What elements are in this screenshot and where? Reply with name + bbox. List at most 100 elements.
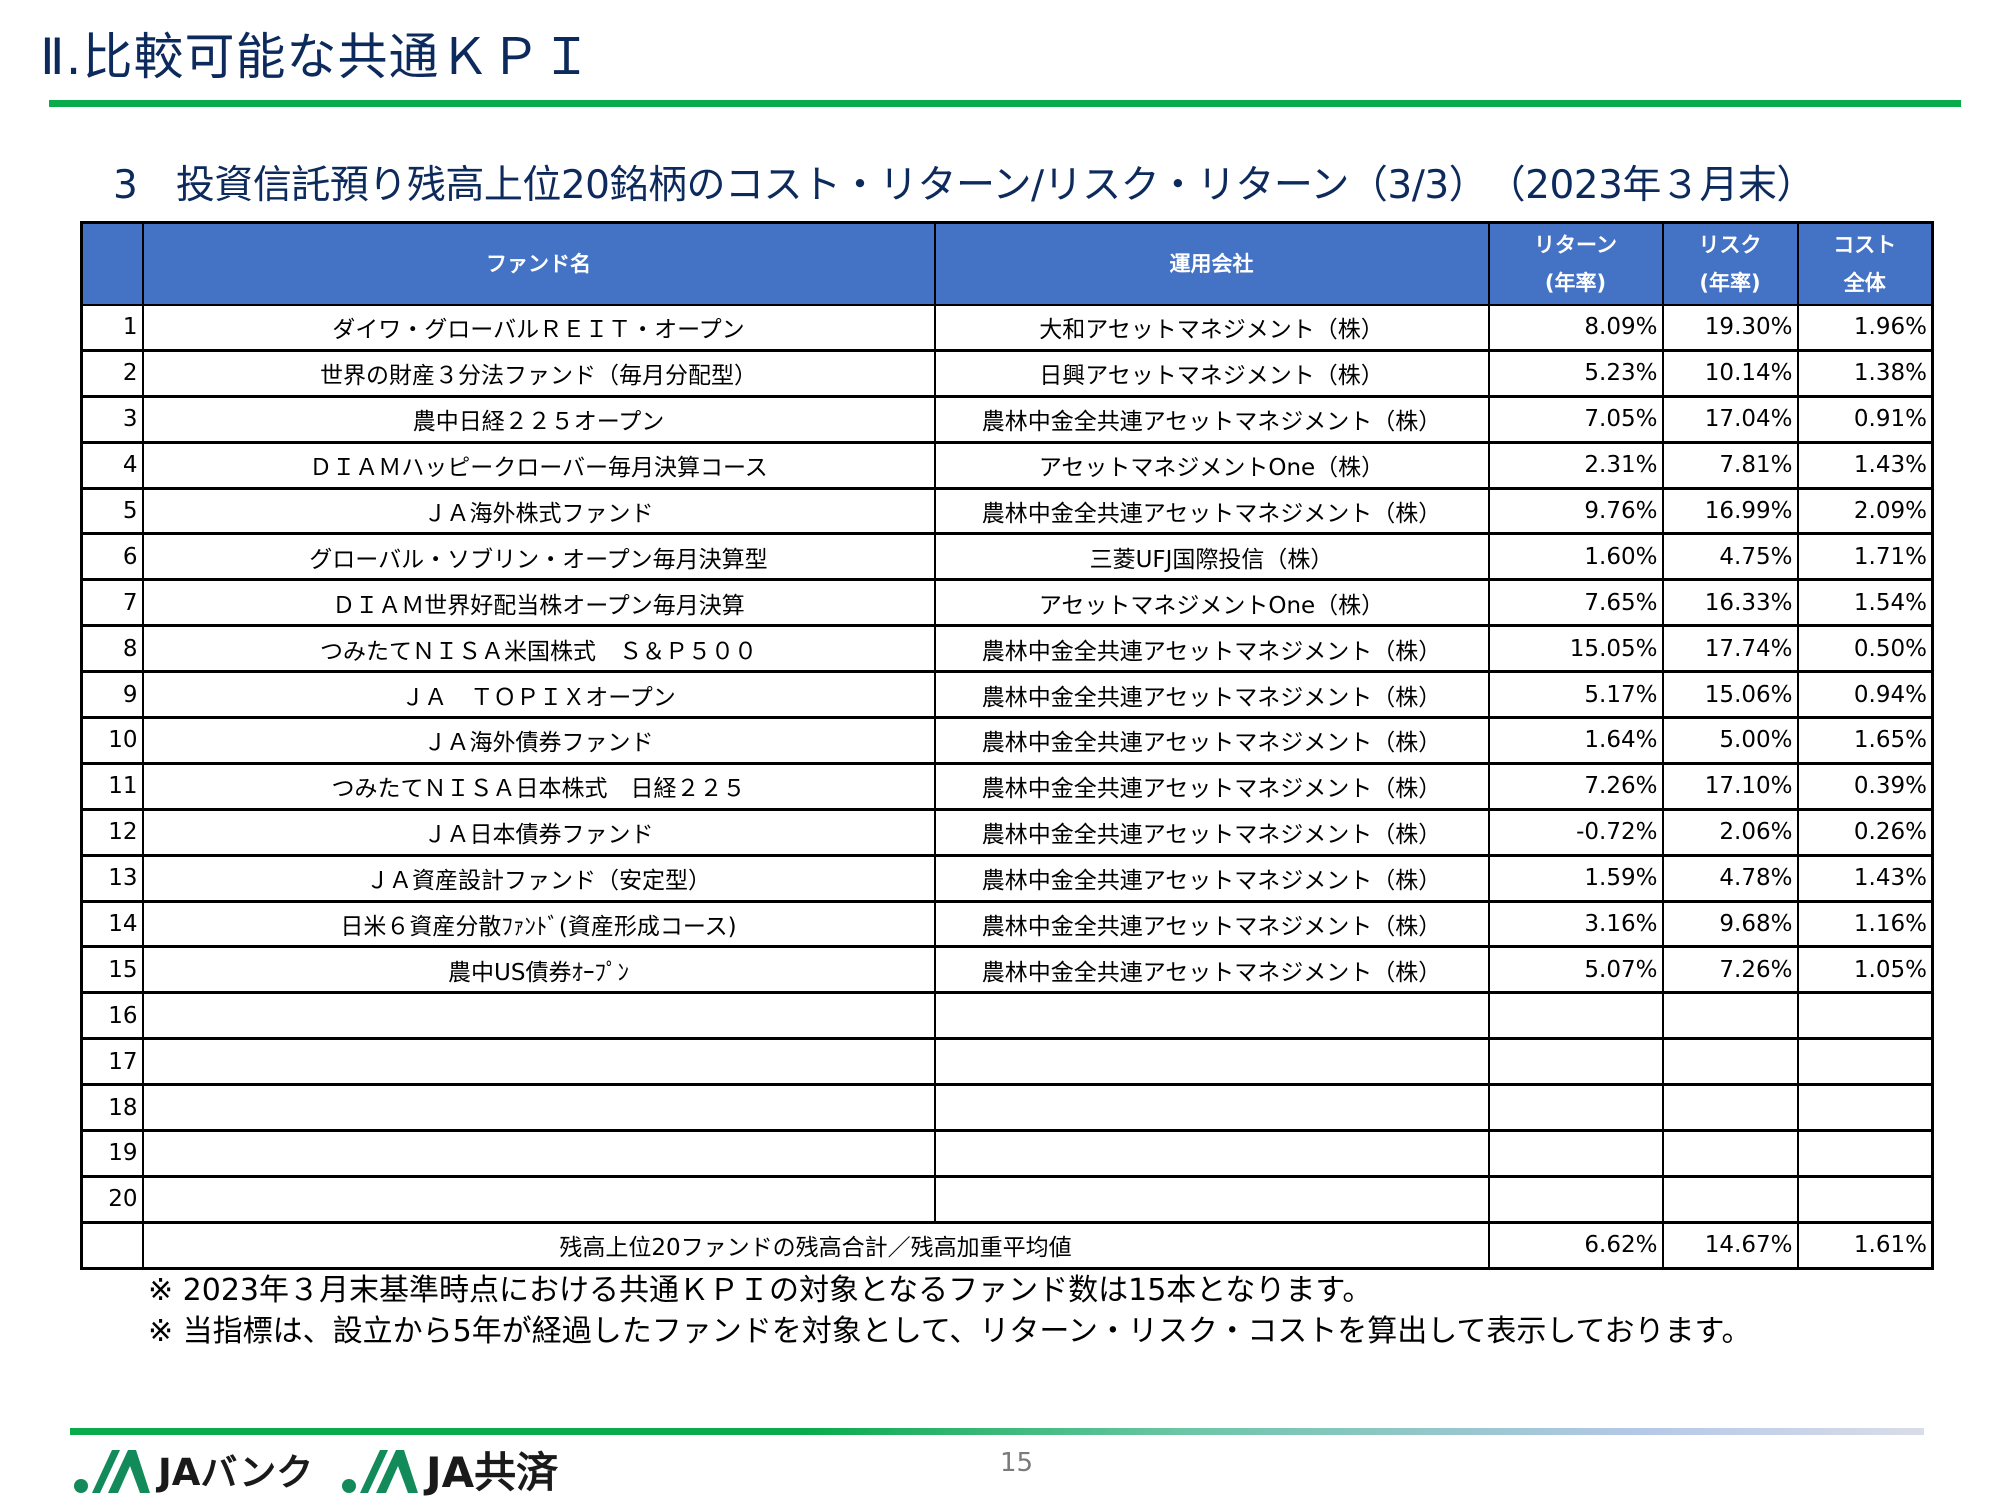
management-company: 農林中金全共連アセットマネジメント（株） <box>933 395 1490 444</box>
header-risk-sub: (年率) <box>1699 270 1761 295</box>
return-value <box>1487 1175 1664 1224</box>
fund-name: 世界の財産３分法ファンド（毎月分配型） <box>141 349 936 398</box>
return-value: 1.64% <box>1487 716 1664 765</box>
table-row: 17 <box>80 1037 1934 1087</box>
table-header-row: ファンド名 運用会社 リターン (年率) リスク (年率) コスト 全体 <box>80 221 1934 306</box>
row-number: 12 <box>80 808 144 857</box>
ja-mark-icon <box>74 1450 150 1493</box>
management-company: 農林中金全共連アセットマネジメント（株） <box>933 487 1490 536</box>
risk-value: 5.00% <box>1661 716 1799 765</box>
fund-name: ＤＩＡＭハッピークローバー毎月決算コース <box>141 441 936 490</box>
return-value: 5.07% <box>1487 945 1664 995</box>
risk-value: 7.26% <box>1661 945 1799 995</box>
cost-value <box>1796 1175 1934 1224</box>
table-row: 20 <box>80 1175 1934 1224</box>
table-row: 2 世界の財産３分法ファンド（毎月分配型） 日興アセットマネジメント（株） 5.23%… <box>80 349 1934 398</box>
header-cost-label: コスト <box>1833 232 1897 257</box>
row-number: 7 <box>80 578 144 628</box>
table-row: 10 ＪＡ海外債券ファンド 農林中金全共連アセットマネジメント（株） 1.64% 5.0… <box>80 716 1934 765</box>
cost-value: 0.50% <box>1796 624 1934 674</box>
row-number: 11 <box>80 762 144 811</box>
management-company: 農林中金全共連アセットマネジメント（株） <box>933 670 1490 720</box>
cost-value: 1.54% <box>1796 578 1934 628</box>
management-company: 農林中金全共連アセットマネジメント（株） <box>933 854 1490 903</box>
risk-value: 17.04% <box>1661 395 1799 444</box>
management-company <box>933 1083 1490 1133</box>
return-value: 15.05% <box>1487 624 1664 674</box>
risk-value: 7.81% <box>1661 441 1799 490</box>
table-row: 16 <box>80 991 1934 1041</box>
return-value: 7.26% <box>1487 762 1664 811</box>
cost-value: 0.94% <box>1796 670 1934 720</box>
fund-name <box>141 991 936 1041</box>
ja-kyosai-logo: JA共済 <box>340 1448 558 1494</box>
management-company: 農林中金全共連アセットマネジメント（株） <box>933 808 1490 857</box>
management-company: 農林中金全共連アセットマネジメント（株） <box>933 762 1490 811</box>
table-row: 3 農中日経２２５オープン 農林中金全共連アセットマネジメント（株） 7.05% 17.… <box>80 395 1934 444</box>
summary-risk: 14.67% <box>1661 1221 1799 1270</box>
fund-name: ダイワ・グローバルＲＥＩＴ・オープン <box>141 303 936 352</box>
return-value <box>1487 1129 1664 1178</box>
risk-value <box>1661 1083 1799 1133</box>
management-company: 大和アセットマネジメント（株） <box>933 303 1490 352</box>
cost-value: 1.96% <box>1796 303 1934 352</box>
row-number: 10 <box>80 716 144 765</box>
return-value <box>1487 1083 1664 1133</box>
table-row: 13 ＪＡ資産設計ファンド（安定型） 農林中金全共連アセットマネジメント（株） 1.5… <box>80 854 1934 903</box>
return-value <box>1487 1037 1664 1087</box>
cost-value: 0.39% <box>1796 762 1934 811</box>
footer-divider <box>70 1428 1924 1435</box>
risk-value: 17.74% <box>1661 624 1799 674</box>
ja-bank-label: JAバンク <box>158 1451 314 1494</box>
cost-value <box>1796 991 1934 1041</box>
return-value: -0.72% <box>1487 808 1664 857</box>
table-row: 11 つみたてＮＩＳＡ日本株式 日経２２５ 農林中金全共連アセットマネジメント（株）… <box>80 762 1934 811</box>
return-value: 1.60% <box>1487 532 1664 582</box>
management-company: 農林中金全共連アセットマネジメント（株） <box>933 716 1490 765</box>
summary-label: 残高上位20ファンドの残高合計／残高加重平均値 <box>141 1221 1490 1270</box>
fund-name: つみたてＮＩＳＡ日本株式 日経２２５ <box>141 762 936 811</box>
cost-value: 1.43% <box>1796 854 1934 903</box>
cost-value <box>1796 1129 1934 1178</box>
row-number: 9 <box>80 670 144 720</box>
fund-name: グローバル・ソブリン・オープン毎月決算型 <box>141 532 936 582</box>
section-title: 3 投資信託預り残高上位20銘柄のコスト・リターン/リスク・リターン（3/3） … <box>113 163 1815 208</box>
cost-value: 1.05% <box>1796 945 1934 995</box>
table-row: 9 ＪＡ ＴＯＰＩＸオープン 農林中金全共連アセットマネジメント（株） 5.17% 15… <box>80 670 1934 720</box>
row-number: 3 <box>80 395 144 444</box>
risk-value: 15.06% <box>1661 670 1799 720</box>
fund-name: 農中日経２２５オープン <box>141 395 936 444</box>
table-row: 14 日米６資産分散ﾌｧﾝﾄﾞ(資産形成コース) 農林中金全共連アセットマネジメント… <box>80 900 1934 949</box>
header-cost-sub: 全体 <box>1843 270 1886 295</box>
return-value: 7.65% <box>1487 578 1664 628</box>
summary-return: 6.62% <box>1487 1221 1664 1270</box>
fund-name <box>141 1129 936 1178</box>
cost-value: 1.71% <box>1796 532 1934 582</box>
header-return-label: リターン <box>1534 232 1617 257</box>
notes: ※ 2023年３月末基準時点における共通ＫＰＩの対象となるファンド数は15本とな… <box>148 1270 1752 1352</box>
ja-bank-logo: JAバンク <box>72 1448 313 1494</box>
page-title: Ⅱ.比較可能な共通ＫＰＩ <box>40 28 593 86</box>
header-fund-name: ファンド名 <box>141 221 936 306</box>
title-divider <box>49 100 1961 107</box>
return-value <box>1487 991 1664 1041</box>
return-value: 7.05% <box>1487 395 1664 444</box>
table-row: 6 グローバル・ソブリン・オープン毎月決算型 三菱UFJ国際投信（株） 1.60% 4.… <box>80 532 1934 582</box>
row-number: 14 <box>80 900 144 949</box>
management-company: アセットマネジメントOne（株） <box>933 578 1490 628</box>
cost-value: 1.38% <box>1796 349 1934 398</box>
header-company: 運用会社 <box>933 221 1490 306</box>
table-row: 8 つみたてＮＩＳＡ米国株式 Ｓ＆Ｐ５００ 農林中金全共連アセットマネジメント（株）… <box>80 624 1934 674</box>
summary-cost: 1.61% <box>1796 1221 1934 1270</box>
risk-value: 2.06% <box>1661 808 1799 857</box>
return-value: 5.23% <box>1487 349 1664 398</box>
risk-value: 9.68% <box>1661 900 1799 949</box>
header-risk-label: リスク <box>1698 232 1762 257</box>
table-row: 19 <box>80 1129 1934 1178</box>
risk-value: 4.78% <box>1661 854 1799 903</box>
ja-kyosai-label: JA共済 <box>426 1448 559 1497</box>
cost-value: 1.16% <box>1796 900 1934 949</box>
row-number: 19 <box>80 1129 144 1178</box>
row-number: 2 <box>80 349 144 398</box>
table-row: 4 ＤＩＡＭハッピークローバー毎月決算コース アセットマネジメントOne（株） 2.3… <box>80 441 1934 490</box>
